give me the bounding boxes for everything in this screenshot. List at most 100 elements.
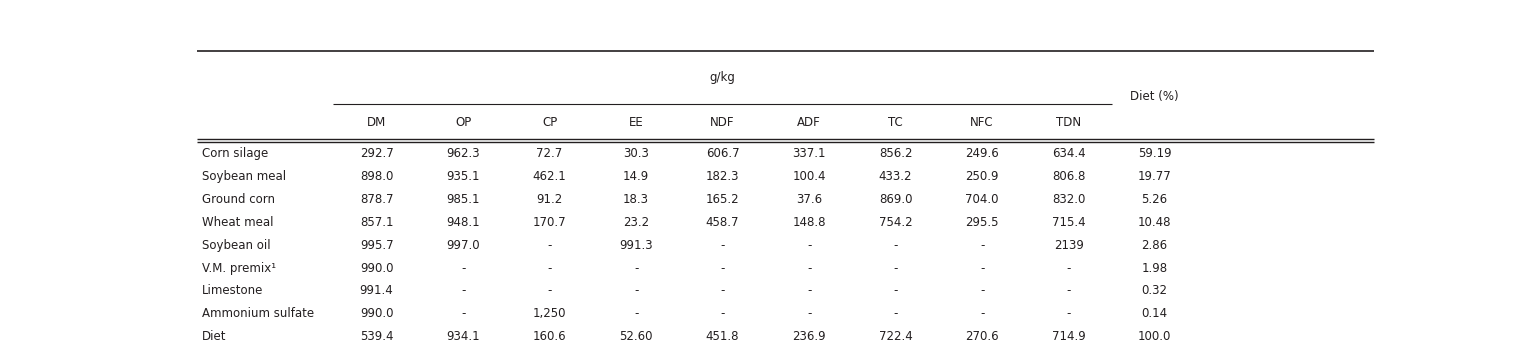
Text: NDF: NDF <box>711 116 735 129</box>
Text: 948.1: 948.1 <box>446 216 480 229</box>
Text: 292.7: 292.7 <box>359 147 393 160</box>
Text: -: - <box>980 307 985 320</box>
Text: Limestone: Limestone <box>202 284 263 297</box>
Text: 985.1: 985.1 <box>446 193 480 206</box>
Text: 250.9: 250.9 <box>965 170 998 183</box>
Text: -: - <box>980 284 985 297</box>
Text: 1.98: 1.98 <box>1142 262 1168 275</box>
Text: 934.1: 934.1 <box>446 330 480 343</box>
Text: OP: OP <box>456 116 471 129</box>
Text: 72.7: 72.7 <box>537 147 563 160</box>
Text: 10.48: 10.48 <box>1138 216 1171 229</box>
Text: EE: EE <box>628 116 644 129</box>
Text: 236.9: 236.9 <box>792 330 826 343</box>
Text: 337.1: 337.1 <box>792 147 826 160</box>
Text: -: - <box>807 239 812 252</box>
Text: 295.5: 295.5 <box>965 216 998 229</box>
Text: 990.0: 990.0 <box>359 262 393 275</box>
Text: 722.4: 722.4 <box>879 330 913 343</box>
Text: 0.14: 0.14 <box>1142 307 1168 320</box>
Text: 606.7: 606.7 <box>706 147 740 160</box>
Text: 715.4: 715.4 <box>1052 216 1086 229</box>
Text: -: - <box>893 262 898 275</box>
Text: 148.8: 148.8 <box>792 216 826 229</box>
Text: 249.6: 249.6 <box>965 147 998 160</box>
Text: -: - <box>635 284 638 297</box>
Text: 160.6: 160.6 <box>532 330 566 343</box>
Text: -: - <box>460 284 465 297</box>
Text: -: - <box>980 262 985 275</box>
Text: 2.86: 2.86 <box>1142 239 1168 252</box>
Text: 14.9: 14.9 <box>622 170 650 183</box>
Text: -: - <box>1066 307 1070 320</box>
Text: Wheat meal: Wheat meal <box>202 216 274 229</box>
Text: NFC: NFC <box>971 116 994 129</box>
Text: -: - <box>893 239 898 252</box>
Text: 704.0: 704.0 <box>965 193 998 206</box>
Text: 37.6: 37.6 <box>797 193 823 206</box>
Text: ADF: ADF <box>797 116 821 129</box>
Text: 714.9: 714.9 <box>1052 330 1086 343</box>
Text: 5.26: 5.26 <box>1142 193 1168 206</box>
Text: DM: DM <box>367 116 387 129</box>
Text: 100.0: 100.0 <box>1138 330 1171 343</box>
Text: -: - <box>980 239 985 252</box>
Text: -: - <box>720 307 725 320</box>
Text: -: - <box>547 262 552 275</box>
Text: 991.3: 991.3 <box>619 239 653 252</box>
Text: CP: CP <box>541 116 557 129</box>
Text: -: - <box>1066 284 1070 297</box>
Text: -: - <box>547 284 552 297</box>
Text: 0.32: 0.32 <box>1142 284 1168 297</box>
Text: 832.0: 832.0 <box>1052 193 1086 206</box>
Text: 857.1: 857.1 <box>359 216 393 229</box>
Text: 462.1: 462.1 <box>532 170 566 183</box>
Text: Soybean meal: Soybean meal <box>202 170 286 183</box>
Text: -: - <box>635 307 638 320</box>
Text: Soybean oil: Soybean oil <box>202 239 271 252</box>
Text: 962.3: 962.3 <box>446 147 480 160</box>
Text: V.M. premix¹: V.M. premix¹ <box>202 262 275 275</box>
Text: 18.3: 18.3 <box>624 193 650 206</box>
Text: 1,250: 1,250 <box>532 307 566 320</box>
Text: -: - <box>460 307 465 320</box>
Text: 30.3: 30.3 <box>624 147 648 160</box>
Text: Diet: Diet <box>202 330 226 343</box>
Text: 59.19: 59.19 <box>1138 147 1171 160</box>
Text: 539.4: 539.4 <box>359 330 393 343</box>
Text: -: - <box>720 262 725 275</box>
Text: -: - <box>720 284 725 297</box>
Text: -: - <box>807 284 812 297</box>
Text: Ground corn: Ground corn <box>202 193 275 206</box>
Text: 935.1: 935.1 <box>446 170 480 183</box>
Text: -: - <box>1066 262 1070 275</box>
Text: 869.0: 869.0 <box>879 193 913 206</box>
Text: 878.7: 878.7 <box>359 193 393 206</box>
Text: -: - <box>893 307 898 320</box>
Text: 995.7: 995.7 <box>359 239 393 252</box>
Text: -: - <box>635 262 638 275</box>
Text: 19.77: 19.77 <box>1138 170 1171 183</box>
Text: 91.2: 91.2 <box>537 193 563 206</box>
Text: 754.2: 754.2 <box>879 216 913 229</box>
Text: -: - <box>807 307 812 320</box>
Text: 451.8: 451.8 <box>706 330 740 343</box>
Text: 634.4: 634.4 <box>1052 147 1086 160</box>
Text: 23.2: 23.2 <box>622 216 650 229</box>
Text: 165.2: 165.2 <box>706 193 740 206</box>
Text: Diet (%): Diet (%) <box>1130 90 1179 103</box>
Text: Corn silage: Corn silage <box>202 147 268 160</box>
Text: 991.4: 991.4 <box>359 284 393 297</box>
Text: 898.0: 898.0 <box>359 170 393 183</box>
Text: -: - <box>720 239 725 252</box>
Text: 997.0: 997.0 <box>446 239 480 252</box>
Text: -: - <box>893 284 898 297</box>
Text: -: - <box>807 262 812 275</box>
Text: -: - <box>547 239 552 252</box>
Text: -: - <box>460 262 465 275</box>
Text: g/kg: g/kg <box>709 71 735 84</box>
Text: 433.2: 433.2 <box>879 170 913 183</box>
Text: 990.0: 990.0 <box>359 307 393 320</box>
Text: TC: TC <box>888 116 904 129</box>
Text: 170.7: 170.7 <box>532 216 566 229</box>
